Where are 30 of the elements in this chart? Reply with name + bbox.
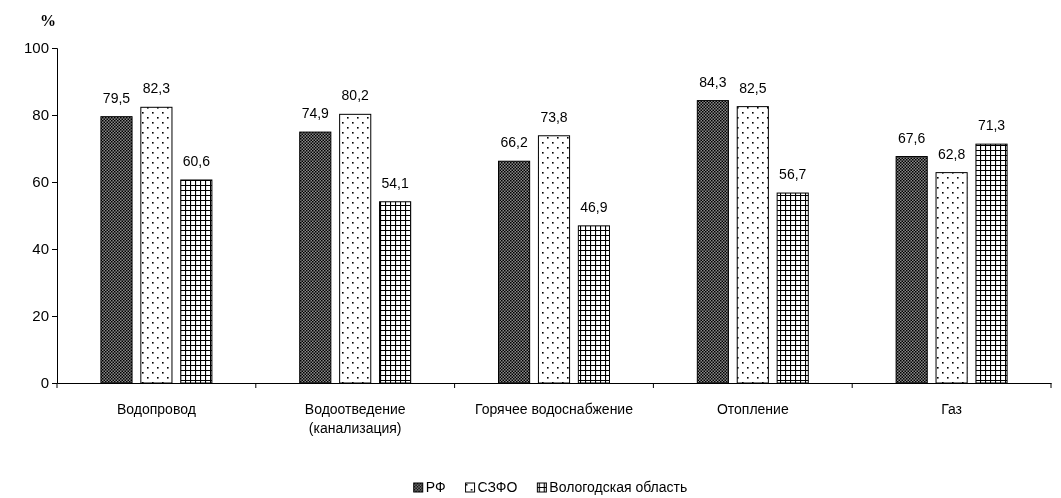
y-tick-label: 20 [32,307,49,325]
data-label: 79,5 [102,89,131,106]
data-label: 82,5 [739,79,767,96]
data-label: 84,3 [699,73,727,90]
x-tick-label: Отопление [716,401,789,417]
y-tick-label: 100 [23,39,49,57]
data-label: 62,8 [937,145,966,162]
y-tick-label: 80 [32,106,49,124]
data-label: 73,8 [540,108,568,125]
data-label: 74,9 [301,105,330,122]
data-label: 82,3 [142,80,171,97]
data-label: 66,2 [500,134,528,151]
data-label: 71,3 [977,117,1006,134]
data-label: 54,1 [381,174,409,191]
y-tick-label: 40 [32,240,49,258]
y-tick-label: 0 [40,374,49,392]
legend-label: СЗФО [477,479,518,495]
x-tick-label: Водоотведение (канализация) [304,401,406,436]
data-label: 60,6 [182,152,211,169]
data-label: 80,2 [341,87,370,104]
data-label: 56,7 [779,166,807,183]
x-tick-label: Горячее водоснабжение [475,401,634,417]
x-tick-label: Газ [941,401,963,417]
x-tick-label: Водопровод [116,401,196,417]
data-label: 67,6 [898,129,926,146]
legend-label: РФ [425,479,446,495]
y-tick-label: 60 [32,173,49,191]
y-axis-title: % [40,12,56,29]
legend-label: Вологодская область [549,479,688,495]
data-label: 46,9 [580,198,608,215]
